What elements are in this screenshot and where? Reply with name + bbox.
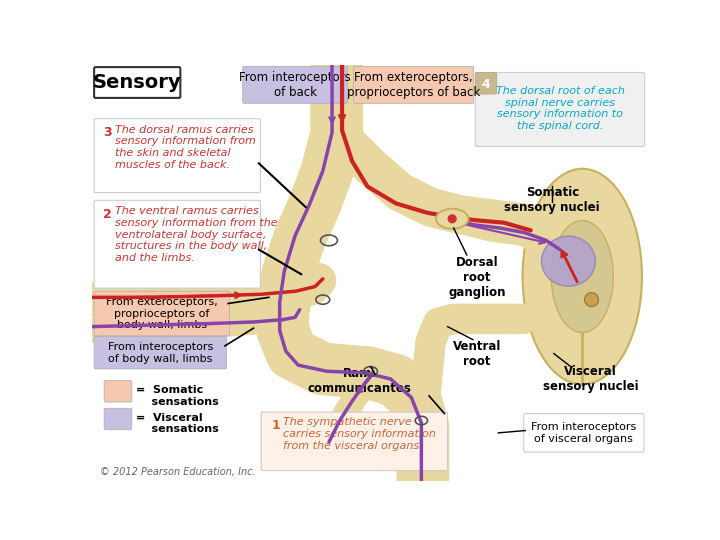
FancyBboxPatch shape (261, 412, 448, 470)
Text: 2: 2 (104, 208, 112, 221)
Text: 4: 4 (482, 78, 490, 91)
Text: From exteroceptors,
proprioceptors of back: From exteroceptors, proprioceptors of ba… (347, 71, 480, 99)
Text: From interoceptors
of visceral organs: From interoceptors of visceral organs (531, 422, 636, 444)
Text: Ventral
root: Ventral root (453, 340, 501, 368)
FancyBboxPatch shape (94, 119, 261, 193)
Text: Visceral
sensory nuclei: Visceral sensory nuclei (543, 365, 639, 393)
Text: The sympathetic nerve
carries sensory information
from the visceral organs.: The sympathetic nerve carries sensory in… (283, 417, 436, 451)
Circle shape (585, 293, 598, 307)
Ellipse shape (552, 220, 613, 333)
FancyBboxPatch shape (94, 291, 230, 336)
Text: Sensory: Sensory (93, 73, 181, 92)
FancyBboxPatch shape (475, 72, 644, 146)
Text: =  Somatic
    sensations: = Somatic sensations (137, 385, 219, 407)
FancyBboxPatch shape (104, 408, 132, 430)
Text: From interoceptors
of back: From interoceptors of back (239, 71, 351, 99)
Text: =  Visceral
    sensations: = Visceral sensations (137, 413, 219, 435)
Text: 1: 1 (271, 419, 280, 432)
FancyBboxPatch shape (354, 66, 474, 103)
FancyBboxPatch shape (243, 66, 348, 103)
Text: Rami
communicantes: Rami communicantes (308, 367, 412, 395)
FancyBboxPatch shape (94, 67, 180, 98)
Text: The dorsal root of each
spinal nerve carries
sensory information to
the spinal c: The dorsal root of each spinal nerve car… (495, 86, 624, 131)
FancyBboxPatch shape (104, 381, 132, 402)
FancyBboxPatch shape (475, 72, 497, 94)
Text: Somatic
sensory nuclei: Somatic sensory nuclei (505, 186, 600, 214)
Text: The ventral ramus carries
sensory information from the
ventrolateral body surfac: The ventral ramus carries sensory inform… (115, 206, 277, 263)
FancyBboxPatch shape (523, 414, 644, 452)
Ellipse shape (541, 236, 595, 286)
Text: © 2012 Pearson Education, Inc.: © 2012 Pearson Education, Inc. (99, 467, 255, 477)
FancyBboxPatch shape (94, 200, 261, 288)
Ellipse shape (436, 209, 468, 229)
Circle shape (448, 214, 456, 224)
Text: 3: 3 (104, 126, 112, 139)
Text: Dorsal
root
ganglion: Dorsal root ganglion (448, 256, 505, 299)
Ellipse shape (523, 168, 642, 384)
FancyBboxPatch shape (94, 336, 227, 369)
Text: From exteroceptors,
proprioceptors of
body wall, limbs: From exteroceptors, proprioceptors of bo… (106, 297, 217, 330)
Text: The dorsal ramus carries
sensory information from
the skin and skeletal
muscles : The dorsal ramus carries sensory informa… (115, 125, 256, 170)
Text: From interoceptors
of body wall, limbs: From interoceptors of body wall, limbs (108, 342, 213, 363)
